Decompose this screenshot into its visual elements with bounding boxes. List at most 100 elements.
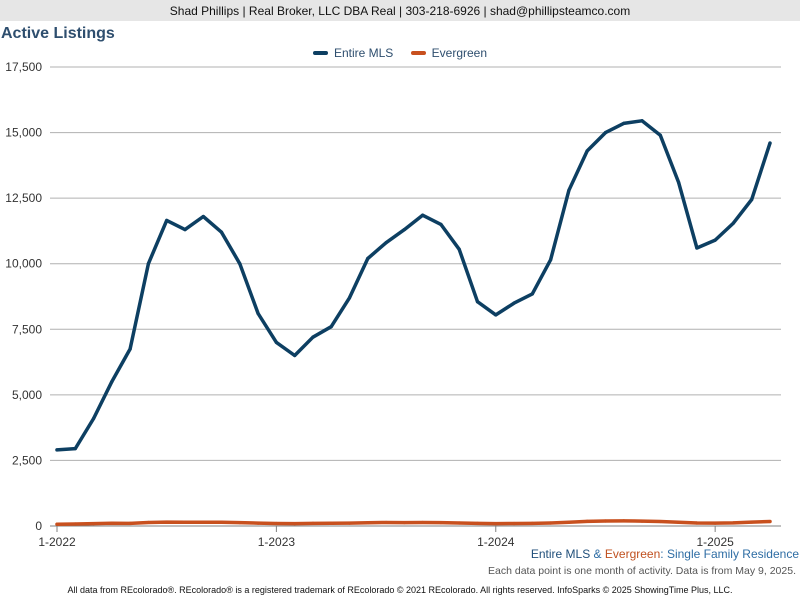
data-point-entire-mls (768, 141, 772, 145)
data-point-evergreen (530, 521, 534, 525)
data-point-evergreen (402, 520, 406, 525)
data-point-evergreen (421, 520, 425, 525)
series-line-entire-mls (55, 119, 772, 452)
data-point-evergreen (585, 519, 589, 524)
data-point-evergreen (329, 521, 333, 525)
data-point-entire-mls (475, 300, 480, 304)
data-point-entire-mls (512, 301, 516, 305)
y-tick-label: 7,500 (12, 322, 42, 336)
data-point-entire-mls (73, 447, 77, 451)
x-tick-label: 1-2022 (38, 535, 76, 549)
y-tick-label: 15,000 (5, 126, 42, 140)
legend-item-entire-mls[interactable]: Entire MLS (312, 46, 393, 60)
data-point-entire-mls (165, 218, 169, 223)
data-point-evergreen (549, 521, 553, 525)
data-point-evergreen (603, 519, 608, 523)
legend-item-evergreen[interactable]: Evergreen (410, 46, 488, 60)
data-point-entire-mls (91, 416, 96, 421)
data-point-entire-mls (274, 340, 278, 344)
data-point-evergreen (238, 520, 242, 525)
data-point-entire-mls (530, 292, 534, 296)
data-point-entire-mls (750, 197, 754, 202)
data-point-entire-mls (146, 262, 151, 266)
data-point-entire-mls (439, 222, 443, 226)
data-point-evergreen (640, 519, 644, 523)
data-point-entire-mls (219, 230, 224, 234)
data-point-entire-mls (585, 149, 589, 153)
data-point-evergreen (91, 522, 96, 526)
data-point-evergreen (274, 521, 278, 526)
data-point-evergreen (676, 520, 681, 524)
data-point-entire-mls (695, 246, 699, 250)
data-point-evergreen (622, 519, 626, 523)
caption-evergreen: Evergreen (604, 547, 661, 561)
contact-line: Shad Phillips | Real Broker, LLC DBA Rea… (169, 4, 631, 18)
data-point-evergreen (366, 521, 370, 525)
x-tick-label: 1-2023 (258, 535, 296, 549)
data-point-entire-mls (311, 335, 315, 339)
x-tick-label: 1-2024 (477, 535, 515, 549)
data-point-entire-mls (128, 347, 132, 351)
caption-entire-mls: Entire MLS (530, 547, 591, 561)
legend-swatch-entire-mls (312, 50, 328, 55)
caption-sep-1: & (590, 547, 605, 561)
data-point-evergreen (146, 520, 151, 525)
data-point-evergreen (384, 520, 388, 525)
data-point-entire-mls (366, 256, 370, 261)
data-point-entire-mls (603, 130, 608, 135)
data-point-evergreen (219, 520, 224, 524)
data-point-evergreen (311, 521, 315, 525)
data-point-entire-mls (676, 180, 681, 185)
y-tick-label: 0 (35, 519, 42, 533)
data-point-evergreen (183, 520, 187, 524)
y-tick-label: 17,500 (5, 60, 42, 74)
data-point-evergreen (201, 520, 205, 524)
data-point-evergreen (658, 519, 662, 524)
data-point-evergreen (768, 519, 772, 524)
data-point-evergreen (512, 521, 516, 526)
data-point-entire-mls (183, 228, 187, 232)
data-point-entire-mls (329, 325, 333, 329)
caption-property-type: Single Family Residence (666, 547, 799, 561)
x-tick-label: 1-2025 (696, 535, 734, 549)
data-point-entire-mls (293, 353, 297, 358)
data-point-entire-mls (622, 121, 626, 125)
data-point-evergreen (567, 520, 571, 524)
chart-legend: Entire MLS Evergreen (0, 46, 800, 60)
data-point-evergreen (293, 522, 297, 526)
footer-copyright: All data from REcolorado®. REcolorado® i… (67, 585, 733, 595)
caption-sep-2: : (660, 547, 667, 561)
data-point-evergreen (55, 522, 59, 526)
data-point-entire-mls (110, 380, 114, 384)
data-point-evergreen (457, 521, 461, 525)
data-point-entire-mls (640, 119, 644, 123)
data-point-entire-mls (238, 262, 242, 266)
data-note: Each data point is one month of activity… (488, 565, 796, 577)
data-point-entire-mls (494, 313, 498, 317)
data-point-evergreen (475, 521, 480, 525)
data-point-evergreen (713, 521, 717, 525)
data-point-entire-mls (549, 258, 553, 262)
data-point-entire-mls (402, 228, 406, 232)
series-caption: Entire MLS & Evergreen: Single Family Re… (531, 547, 799, 561)
data-point-entire-mls (55, 448, 59, 452)
legend-swatch-evergreen (410, 50, 426, 55)
data-point-evergreen (439, 520, 443, 525)
legend-label-evergreen: Evergreen (431, 46, 488, 60)
data-point-evergreen (256, 521, 260, 525)
data-point-evergreen (731, 521, 736, 525)
contact-header-bar: Shad Phillips | Real Broker, LLC DBA Rea… (0, 0, 800, 21)
chart-title: Active Listings (1, 25, 115, 42)
data-point-entire-mls (421, 213, 425, 217)
data-point-evergreen (110, 521, 114, 525)
data-point-entire-mls (567, 188, 571, 192)
active-listings-chart: 0 2,500 5,000 7,500 10,000 12,500 15,000 17,500… (5, 60, 781, 549)
data-point-evergreen (165, 520, 169, 524)
data-point-evergreen (750, 520, 754, 524)
data-point-entire-mls (384, 241, 388, 245)
data-point-entire-mls (347, 296, 352, 300)
data-point-entire-mls (713, 238, 717, 242)
y-tick-label: 10,000 (5, 257, 42, 271)
data-point-entire-mls (457, 247, 461, 251)
data-point-evergreen (494, 522, 498, 526)
